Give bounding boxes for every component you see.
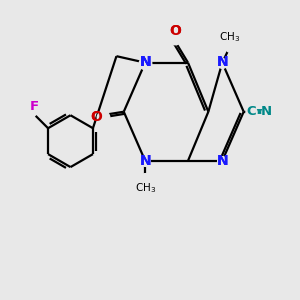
Text: N: N (217, 154, 229, 168)
Text: N: N (140, 154, 151, 168)
Text: O: O (169, 24, 181, 38)
Text: N: N (217, 154, 229, 168)
Text: O: O (91, 110, 103, 124)
Text: N: N (140, 154, 151, 168)
Text: N: N (140, 55, 151, 69)
Text: N: N (140, 55, 151, 69)
Text: O: O (91, 110, 103, 124)
Text: CH$_3$: CH$_3$ (135, 182, 156, 195)
Text: C: C (246, 105, 256, 118)
Text: F: F (30, 100, 39, 113)
Text: N: N (140, 55, 151, 69)
Text: O: O (169, 24, 181, 38)
Text: CH$_3$: CH$_3$ (219, 30, 240, 44)
Text: N: N (261, 105, 272, 118)
Text: N: N (217, 55, 229, 69)
Text: N: N (217, 55, 229, 69)
